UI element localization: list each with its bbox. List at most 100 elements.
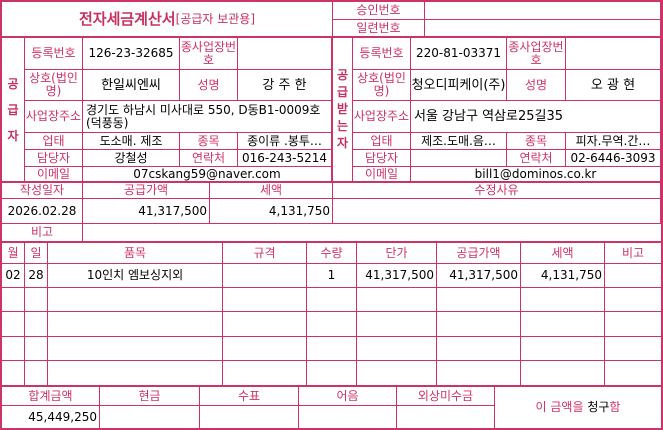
- claim-suffix: 함: [609, 400, 621, 414]
- item-row-1-quantity: 1: [307, 264, 357, 288]
- receiver-address: 서울 강남구 역삼로25길35: [411, 101, 661, 133]
- item-row-5-note: [605, 361, 661, 387]
- items-header-supply-amount: 공급가액: [437, 243, 521, 264]
- receiver-name: 오 광 현: [566, 70, 661, 101]
- footer-check-label: 수표: [200, 387, 299, 406]
- receiver-phone: 02-6446-3093: [566, 150, 661, 167]
- item-row-3-item-name: [48, 312, 223, 337]
- claim-prefix: 이 금액을: [535, 400, 588, 414]
- supplier-biz-item: 종이류 .봉투…: [238, 133, 333, 150]
- item-row-1-unit-price: 41,317,500: [357, 264, 437, 288]
- item-row-1-supply-amount: 41,317,500: [437, 264, 521, 288]
- receiver-reg-no: 220-81-03371: [411, 38, 507, 70]
- supplier-address: 경기도 하남시 미사대로 550, D동B1-0009호 (덕풍동): [83, 101, 333, 133]
- supply-amount: 41,317,500: [83, 199, 210, 224]
- tax-amount-label: 세액: [210, 183, 333, 199]
- items-header-note: 비고: [605, 243, 661, 264]
- item-row-4-unit-price: [357, 337, 437, 361]
- title-text: 전자세금계산서: [78, 9, 176, 28]
- claim-statement: 이 금액을 청구 함: [495, 387, 661, 428]
- footer-credit-label: 외상미수금: [397, 387, 495, 406]
- supplier-name-label: 성명: [180, 70, 238, 101]
- footer-check-value: [200, 406, 299, 428]
- serial-value: [425, 20, 661, 38]
- item-row-4-tax: [521, 337, 605, 361]
- item-row-1-note: [605, 264, 661, 288]
- item-row-5-month: [2, 361, 25, 387]
- item-row-1-tax: 4,131,750: [521, 264, 605, 288]
- invoice-title: 전자세금계산서 [공급자 보관용]: [2, 2, 333, 38]
- supplier-biz-type-label: 업태: [25, 133, 83, 150]
- item-row-4-quantity: [307, 337, 357, 361]
- item-row-2-quantity: [307, 288, 357, 312]
- items-header-month: 월: [2, 243, 25, 264]
- supplier-email-label: 이메일: [25, 167, 83, 183]
- item-row-2-supply-amount: [437, 288, 521, 312]
- subtitle-text: [공급자 보관용]: [175, 11, 256, 26]
- receiver-sub-biz-label: 종사업장번호: [507, 38, 566, 70]
- items-header-spec: 규격: [223, 243, 307, 264]
- item-row-4-spec: [223, 337, 307, 361]
- receiver-biz-item: 피자.무역.간…: [566, 133, 661, 150]
- supplier-company: 한일씨엔씨: [83, 70, 180, 101]
- item-row-2-unit-price: [357, 288, 437, 312]
- receiver-sub-biz: [566, 38, 661, 70]
- item-row-5-quantity: [307, 361, 357, 387]
- supplier-address-label: 사업장주소: [25, 101, 83, 133]
- item-row-2-spec: [223, 288, 307, 312]
- receiver-reg-no-label: 등록번호: [353, 38, 411, 70]
- item-row-3-supply-amount: [437, 312, 521, 337]
- receiver-name-label: 성명: [507, 70, 566, 101]
- item-row-4-note: [605, 337, 661, 361]
- supplier-biz-type: 도소매. 제조: [83, 133, 180, 150]
- supplier-side-text: 공급자: [7, 76, 19, 143]
- revision-reason-label: 수정사유: [333, 183, 661, 199]
- item-row-3-unit-price: [357, 312, 437, 337]
- receiver-contact-label: 담당자: [353, 150, 411, 167]
- items-header-item-name: 품목: [48, 243, 223, 264]
- issue-date: 2026.02.28: [2, 199, 83, 224]
- receiver-company-label: 상호(법인명): [353, 70, 411, 101]
- item-row-3-day: [25, 312, 48, 337]
- receiver-phone-label: 연락처: [507, 150, 566, 167]
- supplier-contact: 강철성: [83, 150, 180, 167]
- supplier-reg-no-label: 등록번호: [25, 38, 83, 70]
- item-row-3-note: [605, 312, 661, 337]
- receiver-address-label: 사업장주소: [353, 101, 411, 133]
- item-row-4-item-name: [48, 337, 223, 361]
- supplier-sub-biz: [238, 38, 333, 70]
- item-row-5-unit-price: [357, 361, 437, 387]
- supplier-phone: 016-243-5214: [238, 150, 333, 167]
- item-row-1-month: 02: [2, 264, 25, 288]
- item-row-5-day: [25, 361, 48, 387]
- supplier-name: 강 주 한: [238, 70, 333, 101]
- item-row-2-item-name: [48, 288, 223, 312]
- receiver-contact: [411, 150, 507, 167]
- footer-note-label: 어음: [299, 387, 397, 406]
- receiver-side-label: 공급받는자: [333, 38, 353, 183]
- serial-label: 일련번호: [333, 20, 425, 38]
- items-header-quantity: 수량: [307, 243, 357, 264]
- item-row-4-supply-amount: [437, 337, 521, 361]
- tax-amount: 4,131,750: [210, 199, 333, 224]
- item-row-3-tax: [521, 312, 605, 337]
- item-row-3-month: [2, 312, 25, 337]
- supplier-sub-biz-label: 종사업장번호: [180, 38, 238, 70]
- note-value: [83, 224, 661, 243]
- footer-note-value: [299, 406, 397, 428]
- footer-total-value: 45,449,250: [2, 406, 100, 428]
- receiver-biz-item-label: 종목: [507, 133, 566, 150]
- footer-credit-value: [397, 406, 495, 428]
- item-row-2-tax: [521, 288, 605, 312]
- receiver-side-text: 공급받는자: [336, 68, 349, 150]
- footer-total-label: 합계금액: [2, 387, 100, 406]
- item-row-3-quantity: [307, 312, 357, 337]
- date-label: 작성일자: [2, 183, 83, 199]
- receiver-email-label: 이메일: [353, 167, 411, 183]
- receiver-email: bill1@dominos.co.kr: [411, 167, 661, 183]
- supplier-reg-no: 126-23-32685: [83, 38, 180, 70]
- items-header-unit-price: 단가: [357, 243, 437, 264]
- receiver-biz-type-label: 업태: [353, 133, 411, 150]
- item-row-2-day: [25, 288, 48, 312]
